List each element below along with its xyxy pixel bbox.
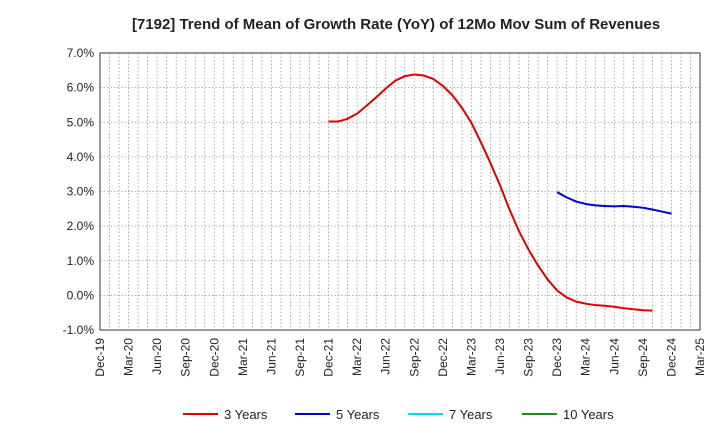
x-tick-label: Jun-22 [379, 338, 393, 375]
legend-label: 7 Years [449, 407, 493, 422]
x-tick-label: Jun-24 [607, 338, 621, 375]
plot-area [99, 52, 701, 331]
x-tick-label: Mar-25 [693, 338, 707, 376]
grid [100, 53, 700, 330]
x-tick-label: Jun-20 [150, 338, 164, 375]
x-tick-label: Mar-22 [350, 338, 364, 376]
x-tick-label: Dec-24 [664, 338, 678, 377]
y-tick-label: -1.0% [63, 323, 95, 337]
x-tick-label: Dec-20 [207, 338, 221, 377]
y-tick-label: 2.0% [67, 219, 95, 233]
legend-label: 3 Years [224, 407, 268, 422]
x-tick-label: Dec-19 [93, 338, 107, 377]
x-tick-label: Sep-24 [636, 338, 650, 377]
x-tick-label: Mar-23 [464, 338, 478, 376]
legend: 3 Years 5 Years 7 Years 10 Years [183, 407, 614, 422]
x-tick-label: Dec-22 [436, 338, 450, 377]
y-tick-label: 0.0% [67, 288, 95, 302]
y-tick-label: 6.0% [67, 81, 95, 95]
x-tick-label: Sep-22 [407, 338, 421, 377]
x-tick-label: Jun-23 [493, 338, 507, 375]
y-tick-label: 5.0% [67, 115, 95, 129]
chart-title: [7192] Trend of Mean of Growth Rate (YoY… [132, 16, 660, 33]
x-tick-label: Sep-21 [293, 338, 307, 377]
y-tick-label: 3.0% [67, 185, 95, 199]
series-line-3-years [328, 73, 653, 312]
x-tick-label: Mar-21 [236, 338, 250, 376]
y-axis: 7.0% 6.0% 5.0% 4.0% 3.0% 2.0% 1.0% 0.0% -1.0% [63, 46, 95, 337]
x-tick-label: Mar-20 [122, 338, 136, 376]
y-tick-label: 1.0% [67, 254, 95, 268]
y-tick-label: 7.0% [67, 46, 95, 60]
x-tick-label: Sep-20 [179, 338, 193, 377]
legend-label: 5 Years [336, 407, 380, 422]
legend-label: 10 Years [563, 407, 614, 422]
x-tick-label: Sep-23 [522, 338, 536, 377]
x-tick-label: Mar-24 [579, 338, 593, 376]
x-tick-label: Jun-21 [264, 338, 278, 375]
x-tick-label: Dec-21 [322, 338, 336, 377]
series-line-5-years [556, 191, 672, 215]
x-axis: Dec-19 Mar-20 Jun-20 Sep-20 Dec-20 Mar-21 Jun-… [93, 338, 707, 377]
series-lines [328, 73, 672, 312]
x-tick-label: Dec-23 [550, 338, 564, 377]
y-tick-label: 4.0% [67, 150, 95, 164]
